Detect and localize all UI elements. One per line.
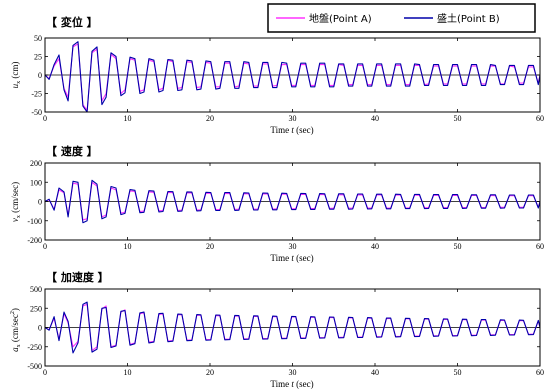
x-axis-label-acceleration: Time t (sec) — [270, 379, 313, 389]
x-tick-label: 10 — [124, 242, 132, 251]
x-tick-label: 60 — [536, 368, 544, 377]
y-tick-label: 500 — [30, 285, 42, 294]
x-tick-label: 0 — [43, 242, 47, 251]
panel-displacement: 【 変位 】 ux (cm) 0 10 20 30 40 50 60-50-2502550 … — [10, 15, 544, 135]
x-tick-label: 10 — [124, 368, 132, 377]
plot-area-displacement: 0 10 20 30 40 50 60 -50 -25 0 25 50 — [31, 34, 544, 123]
series-line-point-a-displacement — [45, 43, 540, 112]
x-tick-label: 40 — [371, 368, 379, 377]
x-tick-label: 50 — [454, 368, 462, 377]
panel-acceleration: 【 加速度 】 ax (cm/sec2) 0 10 20 30 40 50 60 -500 -2… — [10, 270, 544, 389]
y-tick-label: -25 — [31, 90, 42, 99]
x-tick-label: 20 — [206, 368, 214, 377]
svg-text:ax (cm/sec2): ax (cm/sec2) — [10, 308, 22, 352]
y-tick-label: -250 — [27, 343, 42, 352]
x-tick-label: 0 — [43, 114, 47, 123]
x-tick-label: 60 — [536, 114, 544, 123]
x-tick-label: 50 — [454, 114, 462, 123]
x-tick-label: 50 — [454, 242, 462, 251]
y-tick-label: -500 — [27, 362, 42, 371]
y-axis-label-acceleration: ax (cm/sec2) — [10, 308, 22, 352]
plot-area-acceleration: 0 10 20 30 40 50 60 -500 -250 0 250 500 — [27, 285, 544, 377]
x-tick-label: 40 — [371, 114, 379, 123]
legend-label-point-b: 盛土(Point B) — [437, 12, 500, 25]
y-tick-label: 100 — [30, 178, 42, 187]
panel-title-velocity: 【 速度 】 — [46, 144, 98, 158]
y-axis-label-displacement: ux (cm) — [10, 62, 22, 89]
x-axis-label-velocity: Time t (sec) — [270, 253, 313, 263]
y-tick-label: -100 — [27, 217, 42, 226]
series-line-point-b-velocity — [45, 179, 540, 224]
plot-area-velocity: 0 10 20 30 40 50 60 -200 -100 0 100 200 — [27, 159, 544, 251]
x-tick-label: 20 — [206, 114, 214, 123]
panel-velocity: 【 速度 】 vx (cm/sec) 0 10 20 30 40 50 60 -200 -100… — [10, 144, 544, 263]
x-tick-label: 60 — [536, 242, 544, 251]
x-tick-label: 0 — [43, 368, 47, 377]
x-tick-label: 40 — [371, 242, 379, 251]
y-tick-label: 0 — [38, 324, 42, 333]
series-line-point-b-displacement — [45, 41, 540, 112]
legend: 地盤(Point A) 盛土(Point B) — [267, 3, 536, 33]
series-line-point-b-acceleration — [45, 301, 540, 354]
x-tick-label: 10 — [124, 114, 132, 123]
y-tick-label: 50 — [34, 34, 42, 43]
x-axis-label-displacement: Time t (sec) — [270, 125, 313, 135]
x-tick-label: 30 — [289, 242, 297, 251]
y-tick-label: -200 — [27, 236, 42, 245]
y-tick-label: -50 — [31, 108, 42, 117]
x-tick-label: 30 — [289, 368, 297, 377]
y-tick-label: 200 — [30, 159, 42, 168]
legend-label-point-a: 地盤(Point A) — [309, 12, 372, 25]
y-tick-label: 0 — [38, 71, 42, 80]
x-tick-label: 30 — [289, 114, 297, 123]
y-tick-label: 25 — [34, 53, 42, 62]
svg-text:ux (cm): ux (cm) — [10, 62, 22, 89]
y-axis-label-velocity: vx (cm/sec) — [10, 182, 22, 222]
x-tick-label: 20 — [206, 242, 214, 251]
panel-title-acceleration: 【 加速度 】 — [46, 270, 109, 284]
panel-title-displacement: 【 変位 】 — [46, 15, 98, 29]
svg-text:vx (cm/sec): vx (cm/sec) — [10, 182, 22, 222]
legend-frame — [267, 3, 536, 33]
y-tick-label: 0 — [38, 198, 42, 207]
y-tick-label: 250 — [30, 304, 42, 313]
series-line-point-a-velocity — [45, 181, 540, 221]
